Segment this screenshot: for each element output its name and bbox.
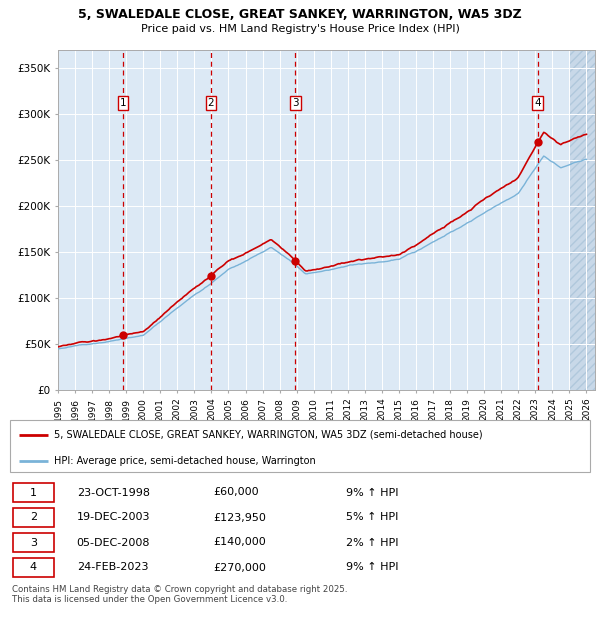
Text: 23-OCT-1998: 23-OCT-1998 — [77, 487, 150, 497]
Text: 2% ↑ HPI: 2% ↑ HPI — [346, 538, 399, 547]
Bar — [569, 50, 600, 390]
Text: 5, SWALEDALE CLOSE, GREAT SANKEY, WARRINGTON, WA5 3DZ: 5, SWALEDALE CLOSE, GREAT SANKEY, WARRIN… — [78, 8, 522, 21]
Text: 3: 3 — [30, 538, 37, 547]
FancyBboxPatch shape — [10, 420, 590, 472]
Text: £140,000: £140,000 — [213, 538, 266, 547]
Text: £123,950: £123,950 — [213, 513, 266, 523]
Text: 05-DEC-2008: 05-DEC-2008 — [77, 538, 150, 547]
Text: 1: 1 — [119, 98, 126, 108]
Text: HPI: Average price, semi-detached house, Warrington: HPI: Average price, semi-detached house,… — [53, 456, 315, 466]
Text: 4: 4 — [535, 98, 541, 108]
Text: 19-DEC-2003: 19-DEC-2003 — [77, 513, 150, 523]
Text: 4: 4 — [29, 562, 37, 572]
Text: 24-FEB-2023: 24-FEB-2023 — [77, 562, 148, 572]
Text: 2: 2 — [29, 513, 37, 523]
Text: 2: 2 — [208, 98, 214, 108]
Text: £60,000: £60,000 — [213, 487, 259, 497]
Text: Contains HM Land Registry data © Crown copyright and database right 2025.
This d: Contains HM Land Registry data © Crown c… — [12, 585, 347, 604]
Text: 1: 1 — [30, 487, 37, 497]
FancyBboxPatch shape — [13, 533, 53, 552]
Text: 9% ↑ HPI: 9% ↑ HPI — [346, 487, 399, 497]
Text: 9% ↑ HPI: 9% ↑ HPI — [346, 562, 399, 572]
Text: 3: 3 — [292, 98, 299, 108]
Text: 5, SWALEDALE CLOSE, GREAT SANKEY, WARRINGTON, WA5 3DZ (semi-detached house): 5, SWALEDALE CLOSE, GREAT SANKEY, WARRIN… — [53, 430, 482, 440]
FancyBboxPatch shape — [13, 558, 53, 577]
FancyBboxPatch shape — [13, 508, 53, 527]
Text: Price paid vs. HM Land Registry's House Price Index (HPI): Price paid vs. HM Land Registry's House … — [140, 24, 460, 34]
FancyBboxPatch shape — [13, 483, 53, 502]
Text: 5% ↑ HPI: 5% ↑ HPI — [346, 513, 399, 523]
Text: £270,000: £270,000 — [213, 562, 266, 572]
